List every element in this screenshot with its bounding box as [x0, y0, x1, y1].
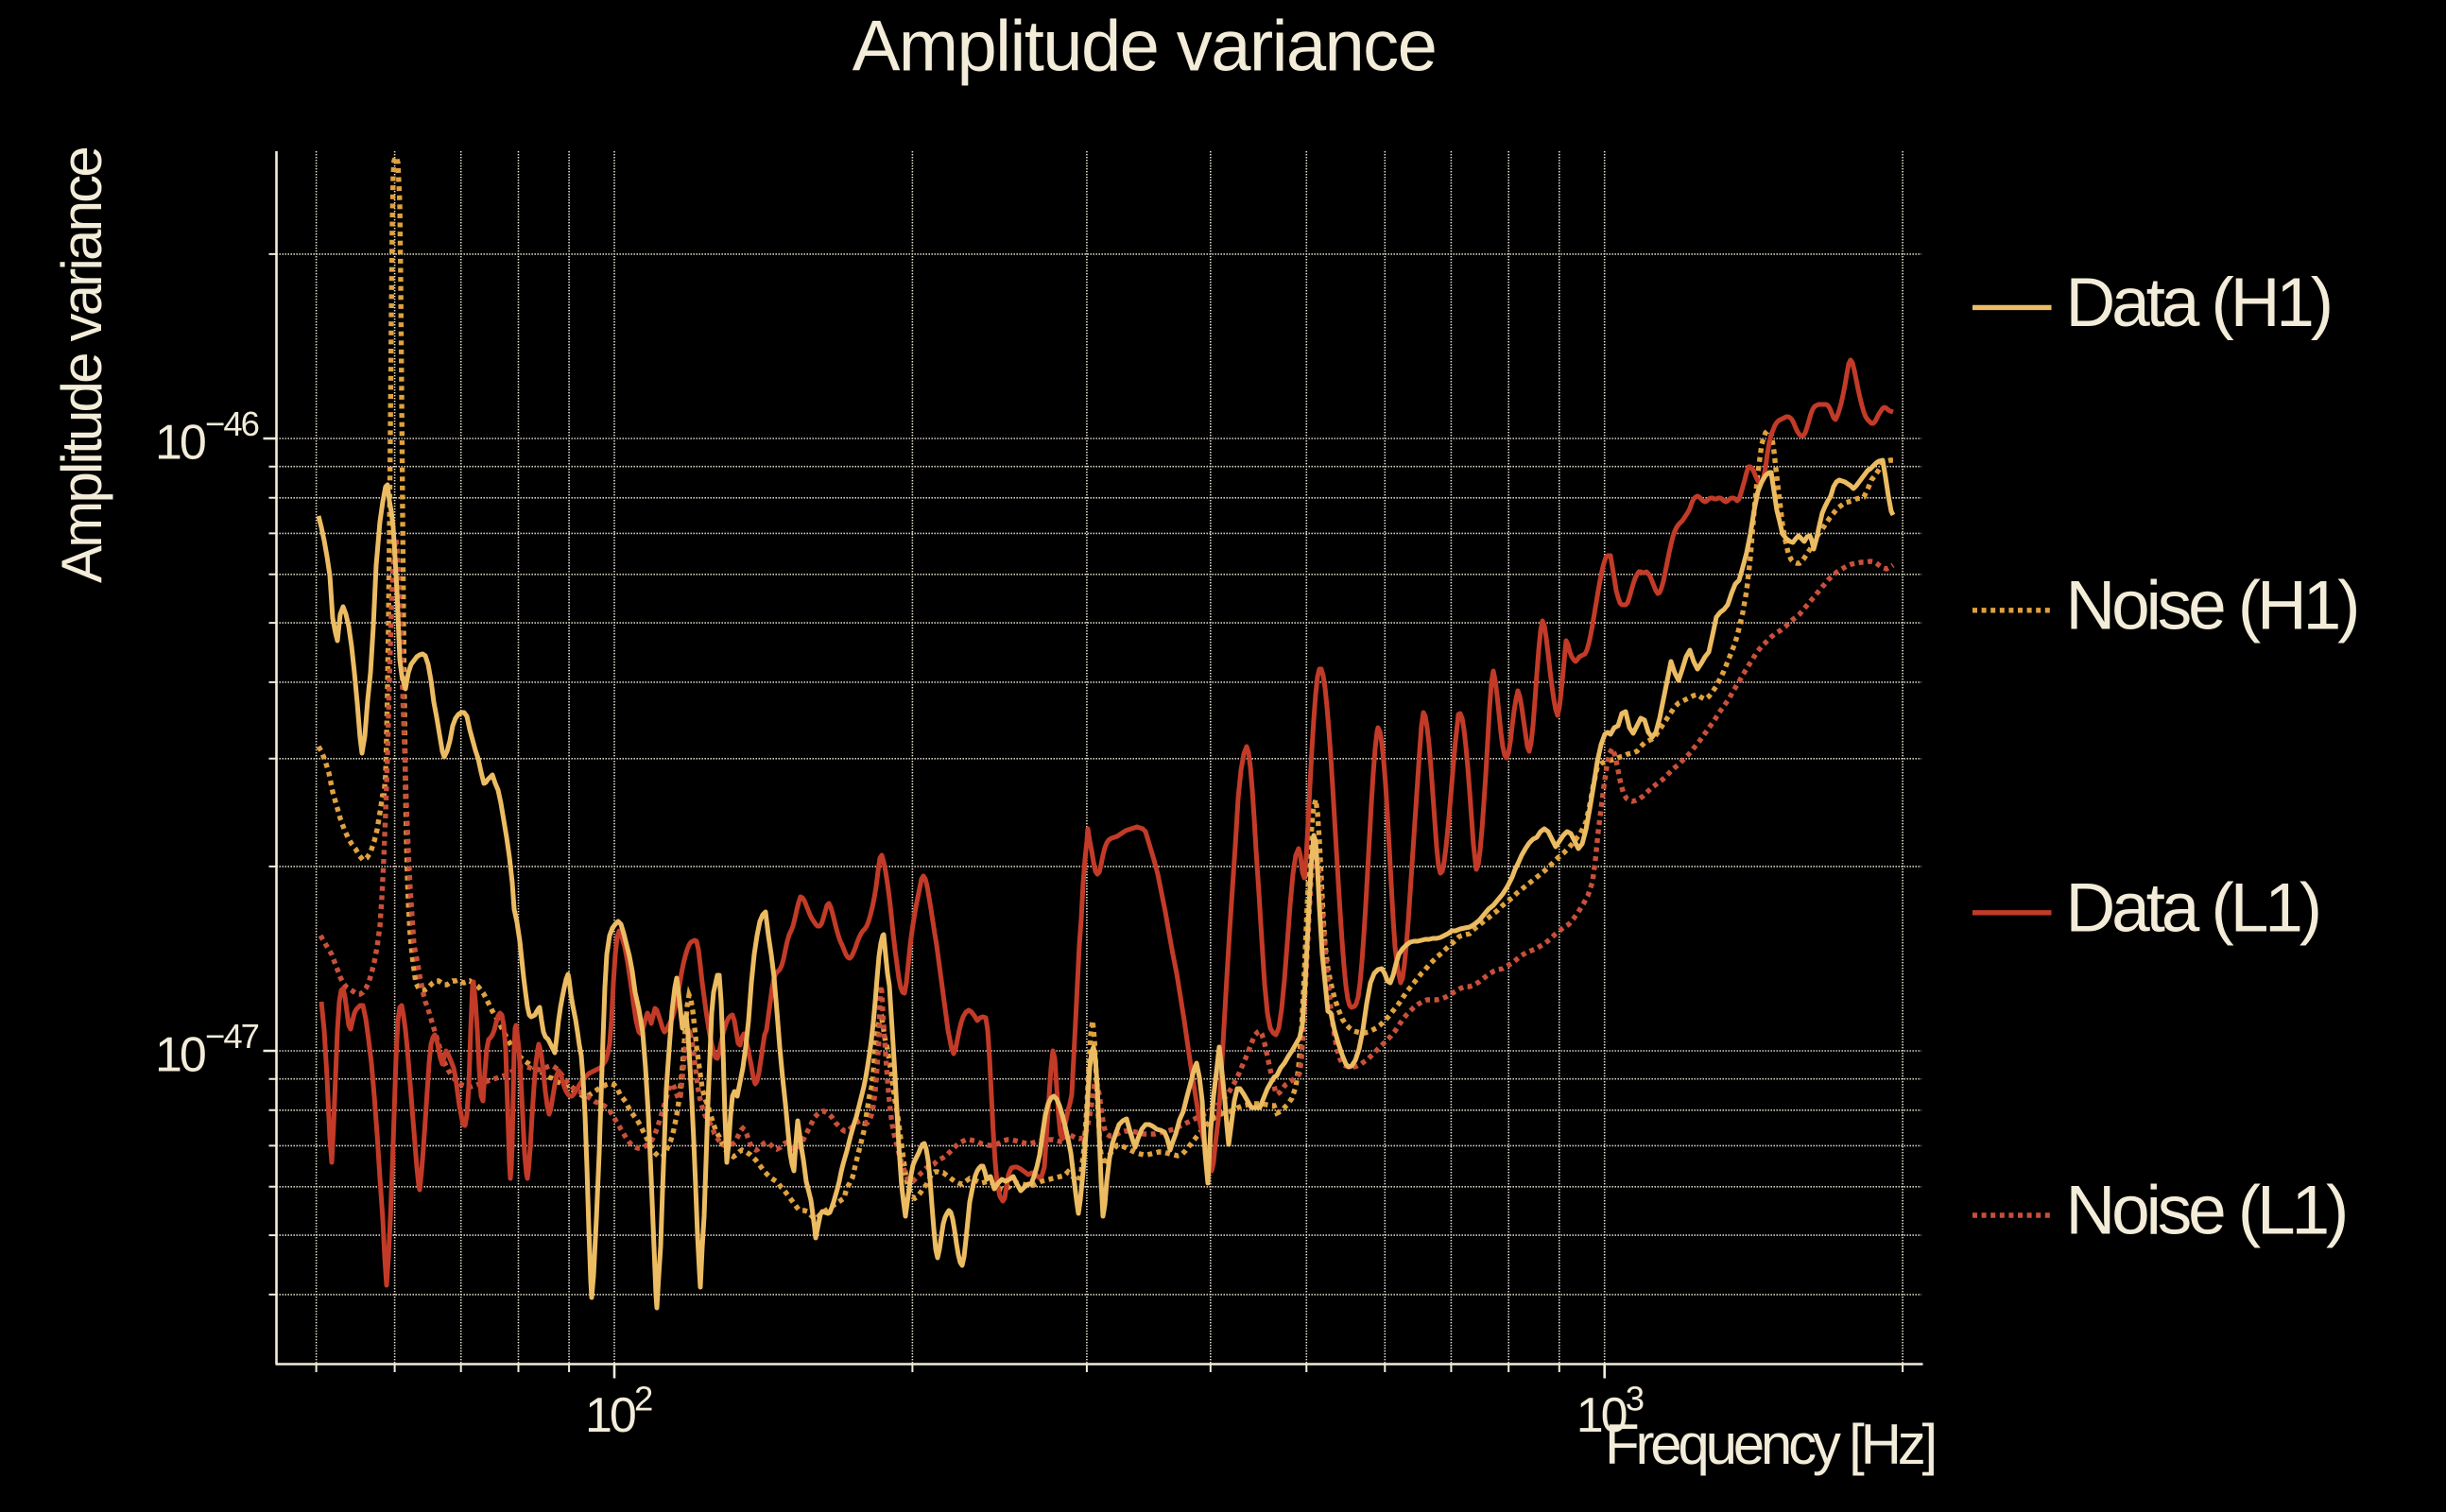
svg-text:10: 10 [155, 1028, 205, 1083]
svg-text:Data (L1): Data (L1) [2066, 869, 2318, 946]
svg-text:2: 2 [634, 1380, 653, 1418]
svg-text:Noise (H1): Noise (H1) [2066, 567, 2357, 644]
svg-text:10: 10 [1576, 1388, 1627, 1443]
svg-text:Amplitude variance: Amplitude variance [853, 7, 1437, 87]
svg-text:3: 3 [1626, 1380, 1645, 1418]
svg-text:Frequency [Hz]: Frequency [Hz] [1605, 1413, 1935, 1476]
svg-text:−47: −47 [205, 1017, 259, 1056]
svg-text:Noise (L1): Noise (L1) [2066, 1173, 2346, 1249]
svg-text:10: 10 [585, 1388, 635, 1443]
svg-text:Data (H1): Data (H1) [2066, 265, 2331, 341]
svg-text:Amplitude variance: Amplitude variance [50, 148, 113, 583]
svg-text:−46: −46 [205, 404, 259, 443]
svg-text:10: 10 [155, 416, 205, 471]
